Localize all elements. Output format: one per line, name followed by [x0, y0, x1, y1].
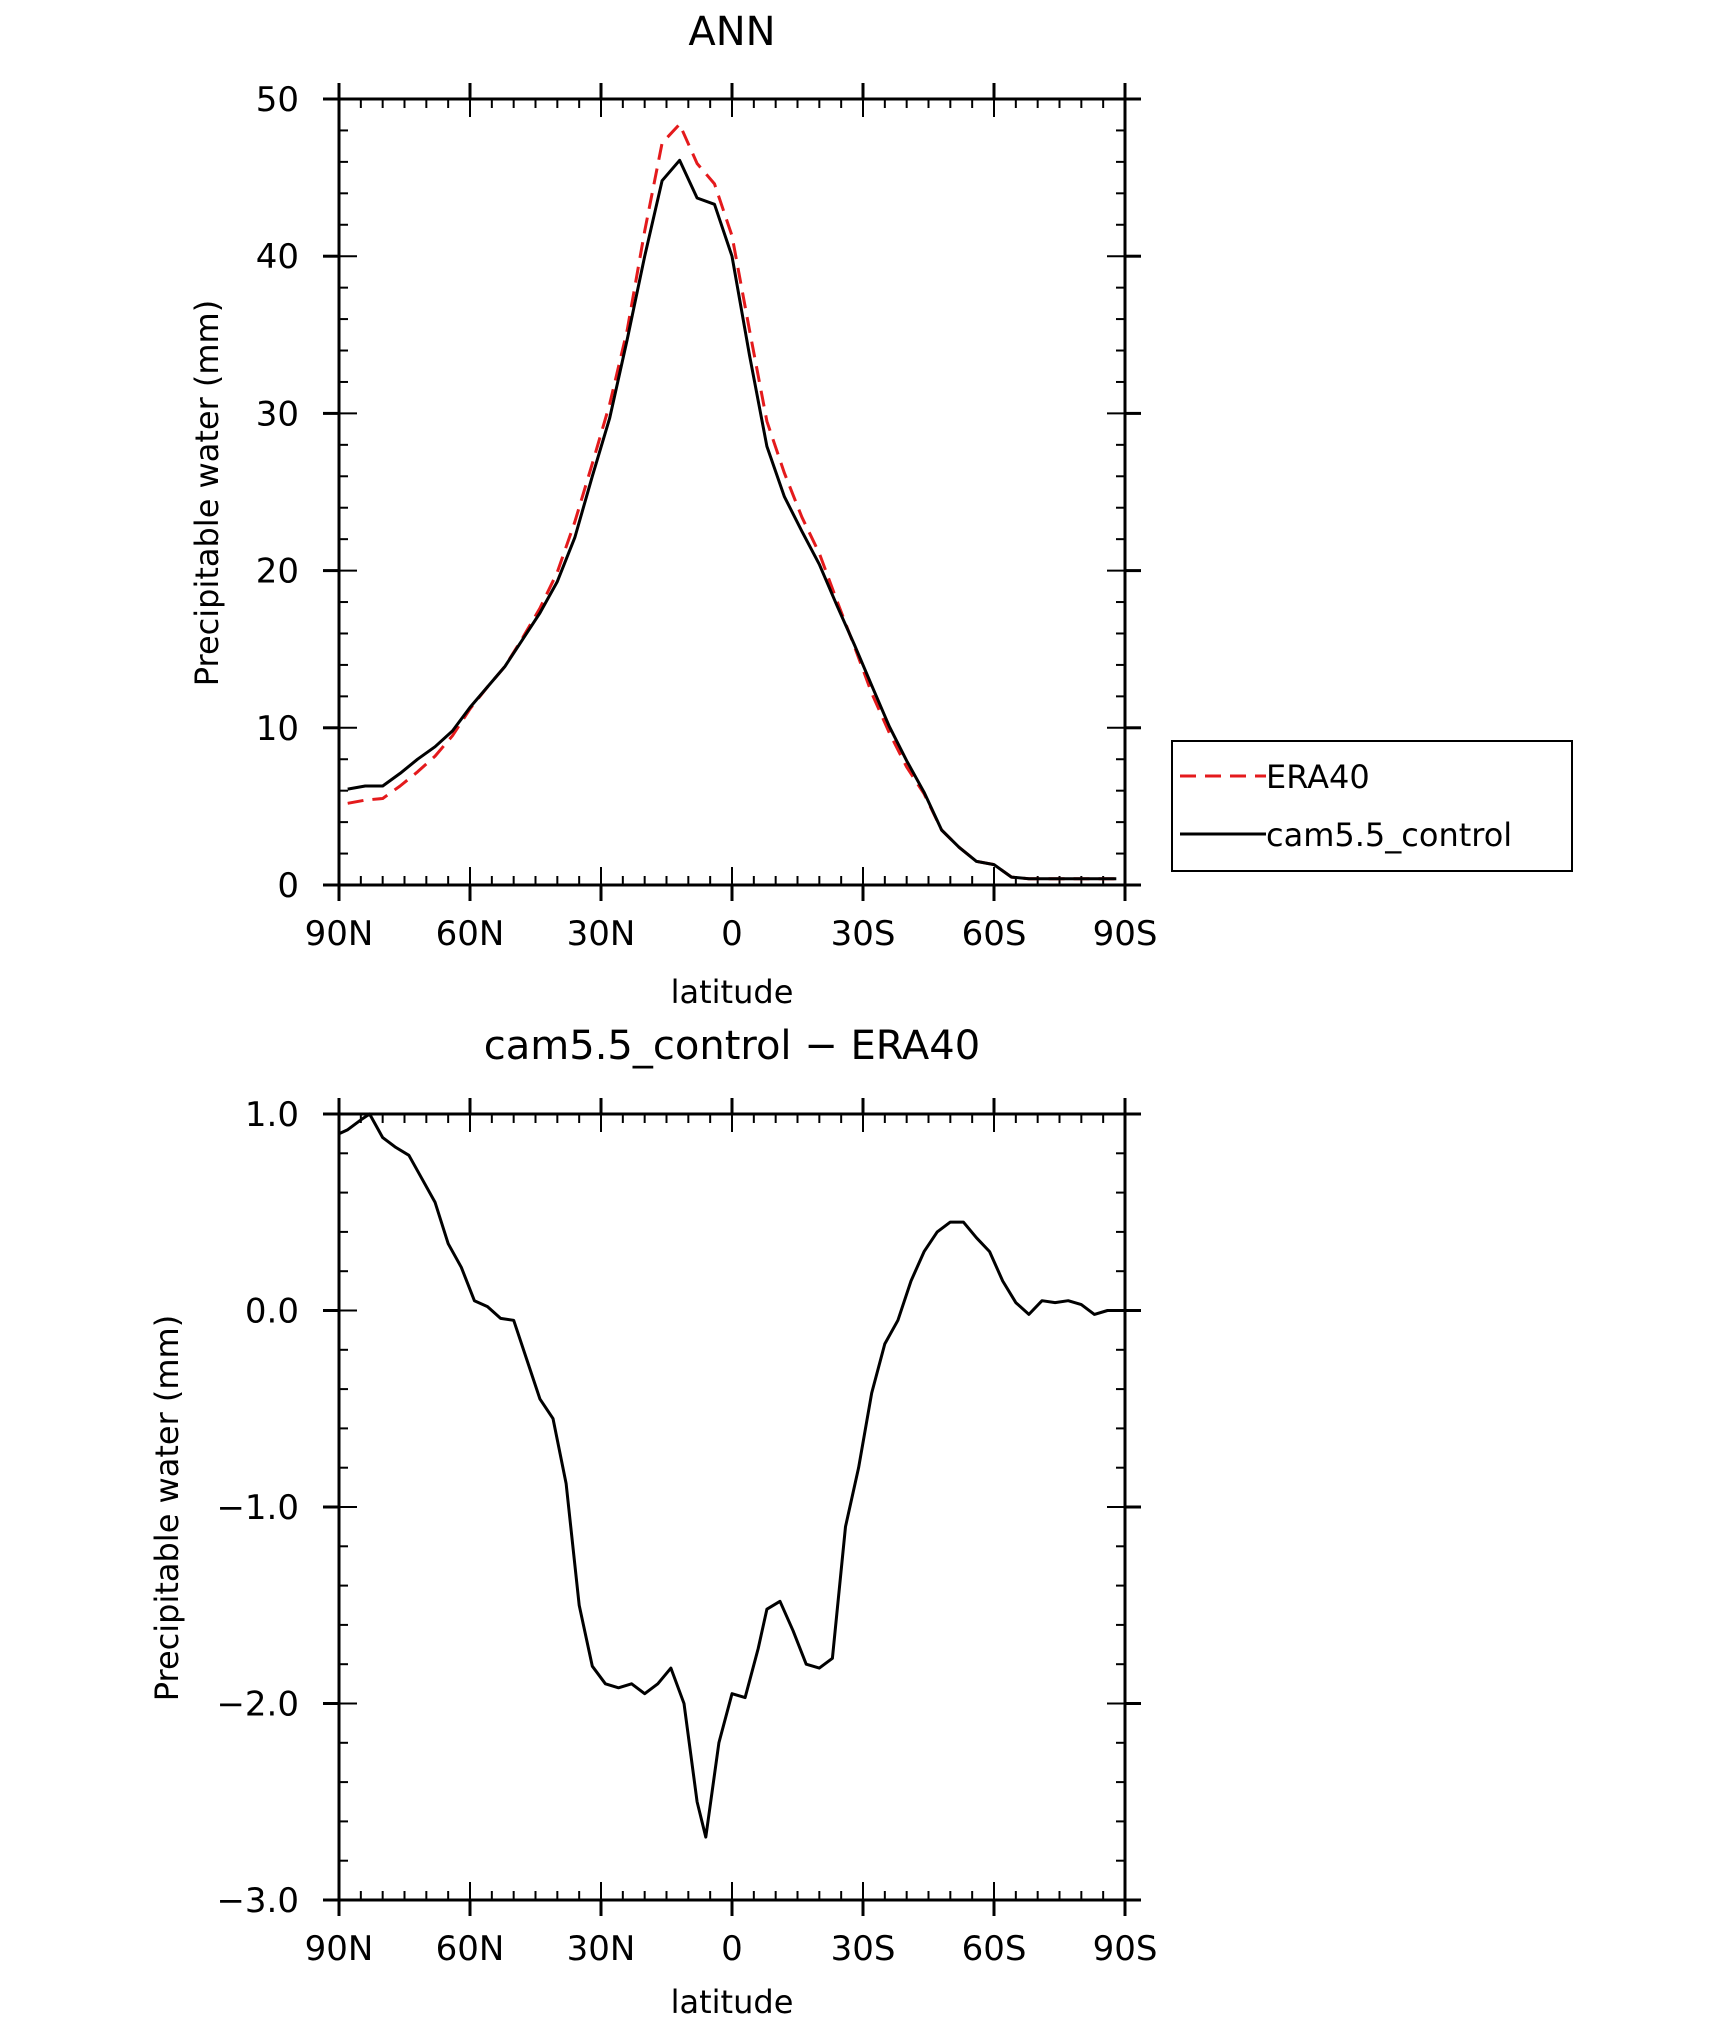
top-axis-ticks: 90N 60N 30N 0 30S 60S 90S 0 10 20 30 40 50 — [256, 80, 1158, 954]
top-plot-frame — [337, 97, 1127, 887]
bottom-x-tick-label: 0 — [721, 1929, 743, 1969]
bottom-y-axis-label: Precipitable water (mm) — [148, 1315, 186, 1701]
legend-label-cam55: cam5.5_control — [1266, 816, 1512, 854]
bottom-y-tick-label: −1.0 — [216, 1488, 299, 1528]
top-x-tick-label: 30S — [831, 914, 896, 954]
bottom-x-tick-label: 60S — [962, 1929, 1027, 1969]
legend-box — [1171, 740, 1573, 872]
top-y-tick-label: 40 — [256, 237, 299, 277]
top-y-tick-label: 30 — [256, 394, 299, 434]
top-y-tick-label: 50 — [256, 80, 299, 120]
top-chart-title: ANN — [688, 9, 775, 55]
bottom-plot-frame — [337, 1112, 1127, 1902]
bottom-series-line-0 — [338, 1112, 1125, 1839]
bottom-series-lines — [338, 1112, 1125, 1839]
top-x-tick-label: 0 — [721, 914, 743, 954]
top-x-tick-label: 90S — [1093, 914, 1158, 954]
bottom-y-tick-label: 1.0 — [245, 1095, 299, 1135]
top-x-tick-label: 60N — [436, 914, 505, 954]
bottom-y-tick-label: −3.0 — [216, 1881, 299, 1921]
top-x-tick-label: 90N — [305, 914, 374, 954]
top-series-line-0 — [347, 122, 1117, 881]
bottom-x-tick-label: 90N — [305, 1929, 374, 1969]
top-x-tick-label: 60S — [962, 914, 1027, 954]
top-x-axis-label: latitude — [671, 973, 794, 1011]
top-series-line-1 — [347, 158, 1117, 881]
top-y-tick-label: 20 — [256, 552, 299, 592]
top-y-axis-label: Precipitable water (mm) — [188, 300, 226, 686]
bottom-panel: cam5.5_control − ERA40 Precipitable wate… — [148, 1023, 1157, 2021]
bottom-x-tick-label: 30N — [567, 1929, 636, 1969]
bottom-chart-title: cam5.5_control − ERA40 — [484, 1023, 980, 1069]
legend: ERA40 cam5.5_control — [1171, 740, 1573, 872]
bottom-x-tick-label: 60N — [436, 1929, 505, 1969]
bottom-x-tick-label: 90S — [1093, 1929, 1158, 1969]
top-y-tick-label: 10 — [256, 709, 299, 749]
top-y-tick-label: 0 — [277, 866, 299, 906]
bottom-x-axis-label: latitude — [671, 1983, 794, 2021]
legend-label-era40: ERA40 — [1266, 758, 1370, 796]
bottom-x-tick-label: 30S — [831, 1929, 896, 1969]
top-panel: ANN Precipitable water (mm) latitude 90N… — [188, 9, 1573, 1011]
top-x-tick-label: 30N — [567, 914, 636, 954]
bottom-y-tick-label: 0.0 — [245, 1292, 299, 1332]
bottom-y-tick-label: −2.0 — [216, 1685, 299, 1725]
top-series-lines — [347, 122, 1117, 881]
bottom-axis-ticks: 90N 60N 30N 0 30S 60S 90S 1.0 0.0 −1.0 −2.0 −3.0 — [216, 1095, 1157, 1969]
